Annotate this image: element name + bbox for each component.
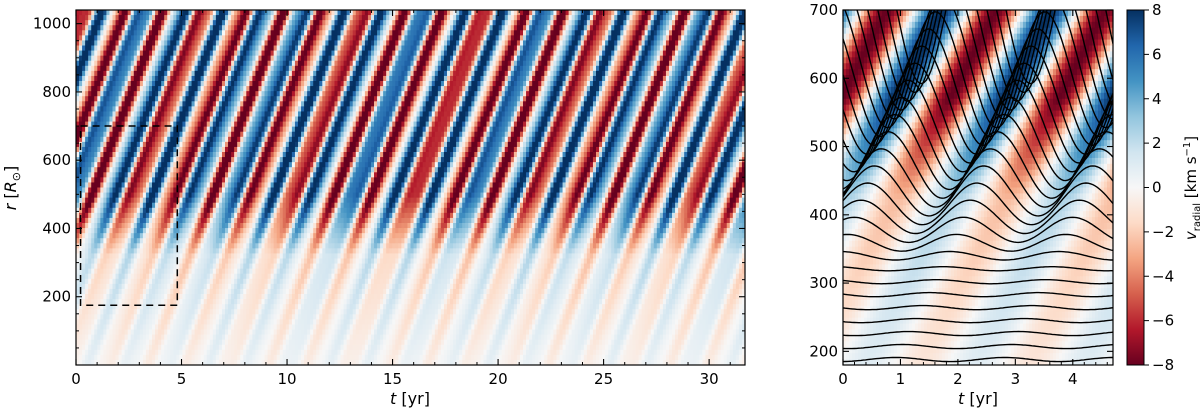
colorbar-tick-label: 0 — [1152, 179, 1162, 197]
right-ytick-label: 700 — [809, 1, 838, 19]
colorbar-tick-label: −2 — [1152, 223, 1174, 241]
left-xtick-label: 5 — [177, 370, 187, 388]
mass-shell-line — [843, 266, 1113, 272]
right-plot-frame — [842, 9, 1114, 366]
mass-shell-line — [843, 79, 1113, 173]
right-xlabel: t [yr] — [958, 389, 998, 408]
colorbar-tick-label: −6 — [1152, 312, 1174, 330]
left-panel: 0 5 10 15 20 25 30 200 400 600 800 1000 t [yr] r [R… — [1, 9, 746, 408]
colorbar-tick-label: −4 — [1152, 267, 1174, 285]
right-ytick-label: 500 — [809, 138, 838, 156]
mass-shell-line — [843, 330, 1113, 337]
mass-shell-line — [843, 279, 1113, 285]
left-plot-frame — [75, 9, 746, 366]
colorbar-tick-label: 2 — [1152, 134, 1162, 152]
mass-shell-line — [843, 216, 1113, 244]
left-xtick-label: 15 — [383, 370, 402, 388]
mass-shell-line — [843, 113, 1113, 191]
right-xtick-label: 2 — [953, 370, 963, 388]
right-ytick-label: 400 — [809, 206, 838, 224]
left-axis-ticks: 0 5 10 15 20 25 30 200 400 600 800 1000 — [33, 10, 745, 388]
mass-shell-line — [843, 356, 1113, 363]
mass-shell-line — [867, 10, 1113, 111]
mass-shell-line — [856, 10, 1113, 120]
mass-shell-line — [843, 291, 1113, 298]
left-xlabel: t [yr] — [390, 389, 430, 408]
mass-shell-line — [844, 10, 1113, 129]
mass-shell-line — [843, 165, 1113, 217]
left-xtick-label: 0 — [71, 370, 81, 388]
colorbar-tick-label: 4 — [1152, 90, 1162, 108]
right-ytick-label: 200 — [809, 342, 838, 360]
colorbar-tick-label: 6 — [1152, 45, 1162, 63]
left-ytick-label: 400 — [42, 219, 71, 237]
mass-shell-line — [843, 317, 1113, 324]
left-ytick-label: 600 — [42, 151, 71, 169]
right-xtick-label: 1 — [896, 370, 906, 388]
mass-shell-line — [886, 10, 1113, 94]
right-panel: 0 1 2 3 4 200 300 400 500 600 700 t [yr] — [809, 1, 1114, 408]
mass-shell-line — [843, 304, 1113, 311]
left-ytick-label: 800 — [42, 83, 71, 101]
left-ytick-label: 1000 — [33, 15, 71, 33]
right-axis-ticks: 0 1 2 3 4 200 300 400 500 600 700 — [809, 1, 1113, 388]
right-ytick-label: 300 — [809, 274, 838, 292]
left-xtick-label: 30 — [700, 370, 719, 388]
mass-shell-line — [843, 11, 1113, 138]
left-ytick-label: 200 — [42, 288, 71, 306]
mass-shell-line — [843, 45, 1113, 155]
left-xtick-label: 25 — [594, 370, 613, 388]
mass-shell-lines — [843, 10, 1113, 363]
mass-shell-line — [843, 250, 1113, 261]
mass-shell-line — [843, 62, 1113, 164]
right-xtick-label: 3 — [1011, 370, 1021, 388]
right-ytick-label: 600 — [809, 69, 838, 87]
left-ylabel: r [R⊙] — [1, 166, 23, 211]
colorbar: 8 6 4 2 0 −2 −4 −6 −8 vradial [km s−1] — [1126, 1, 1200, 374]
right-xtick-label: 4 — [1068, 370, 1078, 388]
colorbar-tick-label: 8 — [1152, 1, 1162, 19]
colorbar-label: vradial [km s−1] — [1182, 136, 1200, 240]
left-velocity-field — [76, 10, 745, 365]
colorbar-bar — [1126, 9, 1145, 366]
inset-region-box — [79, 125, 179, 307]
right-xtick-label: 0 — [838, 370, 848, 388]
mass-shell-line — [877, 10, 1113, 102]
colorbar-ticks: 8 6 4 2 0 −2 −4 −6 −8 — [1144, 1, 1174, 374]
left-xtick-label: 10 — [277, 370, 296, 388]
mass-shell-line — [843, 343, 1113, 350]
mass-shell-line — [843, 233, 1113, 252]
mass-shell-line — [843, 182, 1113, 226]
colorbar-tick-label: −8 — [1152, 356, 1174, 374]
mass-shell-line — [843, 199, 1113, 235]
left-xtick-label: 20 — [489, 370, 508, 388]
